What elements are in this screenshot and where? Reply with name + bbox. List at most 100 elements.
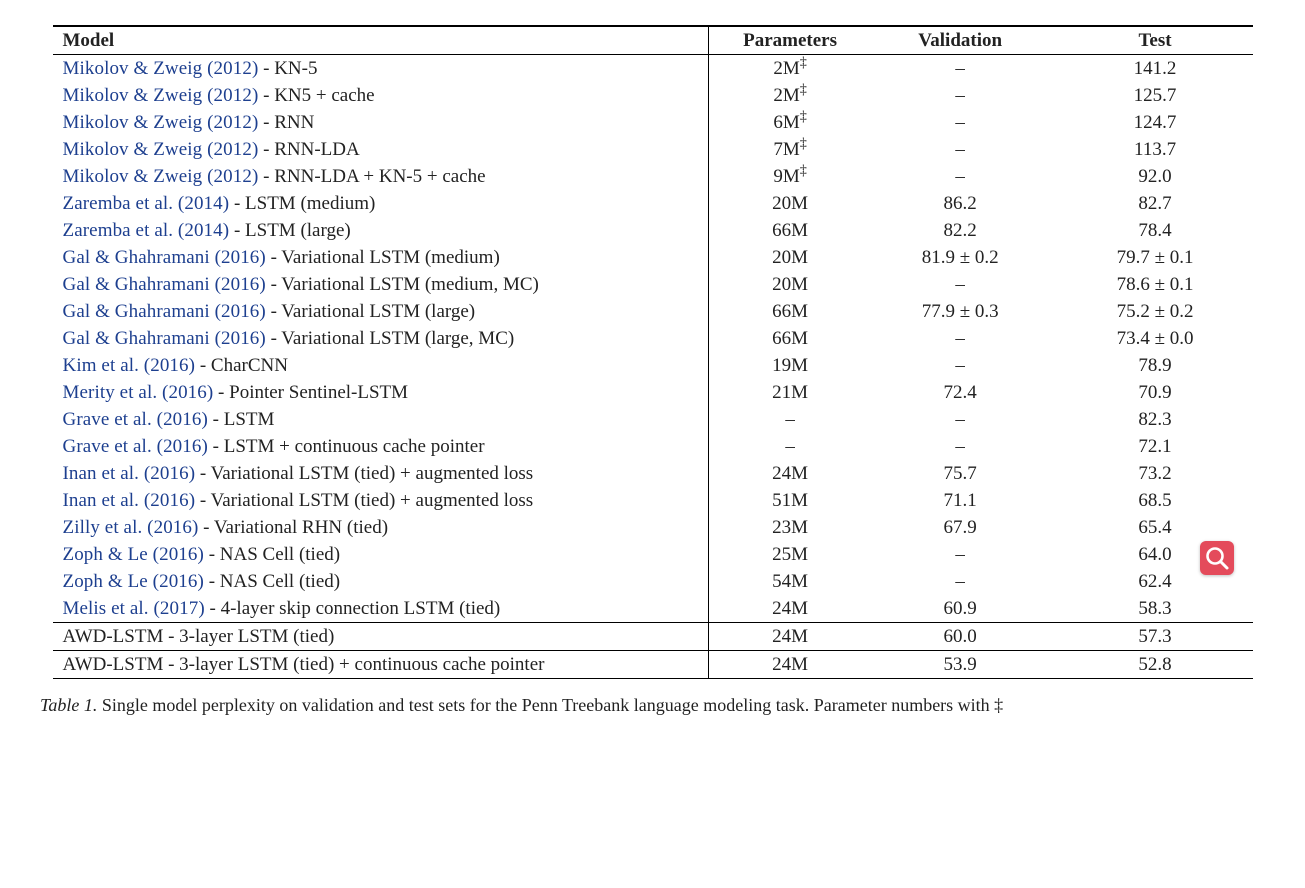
citation-link[interactable]: Gal & Ghahramani (2016)	[63, 328, 266, 349]
cell-test: 141.2	[1058, 55, 1253, 83]
model-suffix: - NAS Cell (tied)	[204, 571, 340, 592]
param-value: 25M	[772, 544, 808, 565]
cell-validation: –	[863, 163, 1058, 190]
citation-link[interactable]: Merity et al. (2016)	[63, 382, 214, 403]
magnify-icon[interactable]	[1200, 541, 1234, 575]
param-value: 2M	[773, 85, 799, 106]
cell-parameters: 25M	[709, 541, 863, 568]
model-suffix: - LSTM (medium)	[229, 193, 375, 214]
param-value: 20M	[772, 274, 808, 295]
citation-link[interactable]: Gal & Ghahramani (2016)	[63, 274, 266, 295]
citation-link[interactable]: Zaremba et al. (2014)	[63, 220, 230, 241]
table-row: Mikolov & Zweig (2012) - RNN-LDA + KN-5 …	[53, 163, 1253, 190]
param-value: 24M	[772, 654, 808, 675]
citation-link[interactable]: Grave et al. (2016)	[63, 436, 208, 457]
cell-parameters: 20M	[709, 244, 863, 271]
model-suffix: - RNN-LDA	[258, 139, 359, 160]
param-value: 23M	[772, 517, 808, 538]
cell-validation: –	[863, 82, 1058, 109]
model-suffix: - Variational RHN (tied)	[198, 517, 388, 538]
cell-validation: 75.7	[863, 460, 1058, 487]
model-suffix: - Variational LSTM (medium, MC)	[266, 274, 539, 295]
model-suffix: - LSTM (large)	[229, 220, 351, 241]
cell-test: 78.6 ± 0.1	[1058, 271, 1253, 298]
model-suffix: - RNN	[258, 112, 314, 133]
cell-validation: –	[863, 109, 1058, 136]
table-row: Zaremba et al. (2014) - LSTM (large)66M8…	[53, 217, 1253, 244]
cell-model: Zaremba et al. (2014) - LSTM (medium)	[53, 190, 709, 217]
cell-test: 125.7	[1058, 82, 1253, 109]
cell-model: Mikolov & Zweig (2012) - RNN-LDA + KN-5 …	[53, 163, 709, 190]
table-row: Inan et al. (2016) - Variational LSTM (t…	[53, 460, 1253, 487]
cell-parameters: –	[709, 406, 863, 433]
cell-test: 52.8	[1058, 651, 1253, 679]
citation-link[interactable]: Zaremba et al. (2014)	[63, 193, 230, 214]
citation-link[interactable]: Zoph & Le (2016)	[63, 571, 204, 592]
cell-parameters: 20M	[709, 190, 863, 217]
cell-validation: –	[863, 271, 1058, 298]
model-suffix: - LSTM + continuous cache pointer	[208, 436, 485, 457]
results-table: Model Parameters Validation Test Mikolov…	[53, 25, 1253, 679]
citation-link[interactable]: Kim et al. (2016)	[63, 355, 196, 376]
param-value: 24M	[772, 626, 808, 647]
cell-validation: 77.9 ± 0.3	[863, 298, 1058, 325]
model-suffix: - KN-5	[258, 58, 317, 79]
cell-model: Melis et al. (2017) - 4-layer skip conne…	[53, 595, 709, 623]
cell-model: Grave et al. (2016) - LSTM	[53, 406, 709, 433]
table-row: Merity et al. (2016) - Pointer Sentinel-…	[53, 379, 1253, 406]
citation-link[interactable]: Mikolov & Zweig (2012)	[63, 166, 259, 187]
citation-link[interactable]: Inan et al. (2016)	[63, 490, 196, 511]
table-row: Gal & Ghahramani (2016) - Variational LS…	[53, 298, 1253, 325]
cell-test: 73.2	[1058, 460, 1253, 487]
cell-parameters: 66M	[709, 325, 863, 352]
citation-link[interactable]: Zilly et al. (2016)	[63, 517, 199, 538]
citation-link[interactable]: Gal & Ghahramani (2016)	[63, 301, 266, 322]
table-header-row: Model Parameters Validation Test	[53, 26, 1253, 55]
cell-validation: –	[863, 136, 1058, 163]
citation-link[interactable]: Melis et al. (2017)	[63, 598, 205, 619]
citation-link[interactable]: Mikolov & Zweig (2012)	[63, 139, 259, 160]
dagger-mark: ‡	[800, 108, 807, 124]
param-value: 6M	[773, 112, 799, 133]
cell-test: 75.2 ± 0.2	[1058, 298, 1253, 325]
cell-test: 72.1	[1058, 433, 1253, 460]
citation-link[interactable]: Mikolov & Zweig (2012)	[63, 85, 259, 106]
cell-parameters: 23M	[709, 514, 863, 541]
param-value: 9M	[773, 166, 799, 187]
table-row: Grave et al. (2016) - LSTM––82.3	[53, 406, 1253, 433]
param-value: 66M	[772, 220, 808, 241]
cell-validation: –	[863, 55, 1058, 83]
dagger-mark: ‡	[800, 54, 807, 70]
citation-link[interactable]: Gal & Ghahramani (2016)	[63, 247, 266, 268]
param-value: –	[785, 409, 795, 430]
cell-test: 58.3	[1058, 595, 1253, 623]
param-value: 19M	[772, 355, 808, 376]
model-suffix: - Variational LSTM (tied) + augmented lo…	[195, 490, 533, 511]
cell-parameters: –	[709, 433, 863, 460]
citation-link[interactable]: Inan et al. (2016)	[63, 463, 196, 484]
table-row: Grave et al. (2016) - LSTM + continuous …	[53, 433, 1253, 460]
table-row: Zoph & Le (2016) - NAS Cell (tied)25M–64…	[53, 541, 1253, 568]
dagger-mark: ‡	[800, 162, 807, 178]
cell-parameters: 2M‡	[709, 82, 863, 109]
citation-link[interactable]: Mikolov & Zweig (2012)	[63, 112, 259, 133]
cell-model: Mikolov & Zweig (2012) - RNN-LDA	[53, 136, 709, 163]
model-suffix: - Variational LSTM (medium)	[266, 247, 500, 268]
cell-validation: –	[863, 352, 1058, 379]
cell-model: Zilly et al. (2016) - Variational RHN (t…	[53, 514, 709, 541]
table-row: Zoph & Le (2016) - NAS Cell (tied)54M–62…	[53, 568, 1253, 595]
citation-link[interactable]: Zoph & Le (2016)	[63, 544, 204, 565]
cell-test: 70.9	[1058, 379, 1253, 406]
cell-test: 73.4 ± 0.0	[1058, 325, 1253, 352]
table-row: Gal & Ghahramani (2016) - Variational LS…	[53, 325, 1253, 352]
model-suffix: - Variational LSTM (large, MC)	[266, 328, 514, 349]
cell-test: 65.4	[1058, 514, 1253, 541]
results-table-container: Model Parameters Validation Test Mikolov…	[53, 25, 1253, 679]
table-row: Mikolov & Zweig (2012) - KN-52M‡–141.2	[53, 55, 1253, 83]
col-header-model: Model	[53, 26, 709, 55]
col-header-validation: Validation	[863, 26, 1058, 55]
cell-validation: –	[863, 433, 1058, 460]
citation-link[interactable]: Grave et al. (2016)	[63, 409, 208, 430]
citation-link[interactable]: Mikolov & Zweig (2012)	[63, 58, 259, 79]
table-row: Zaremba et al. (2014) - LSTM (medium)20M…	[53, 190, 1253, 217]
